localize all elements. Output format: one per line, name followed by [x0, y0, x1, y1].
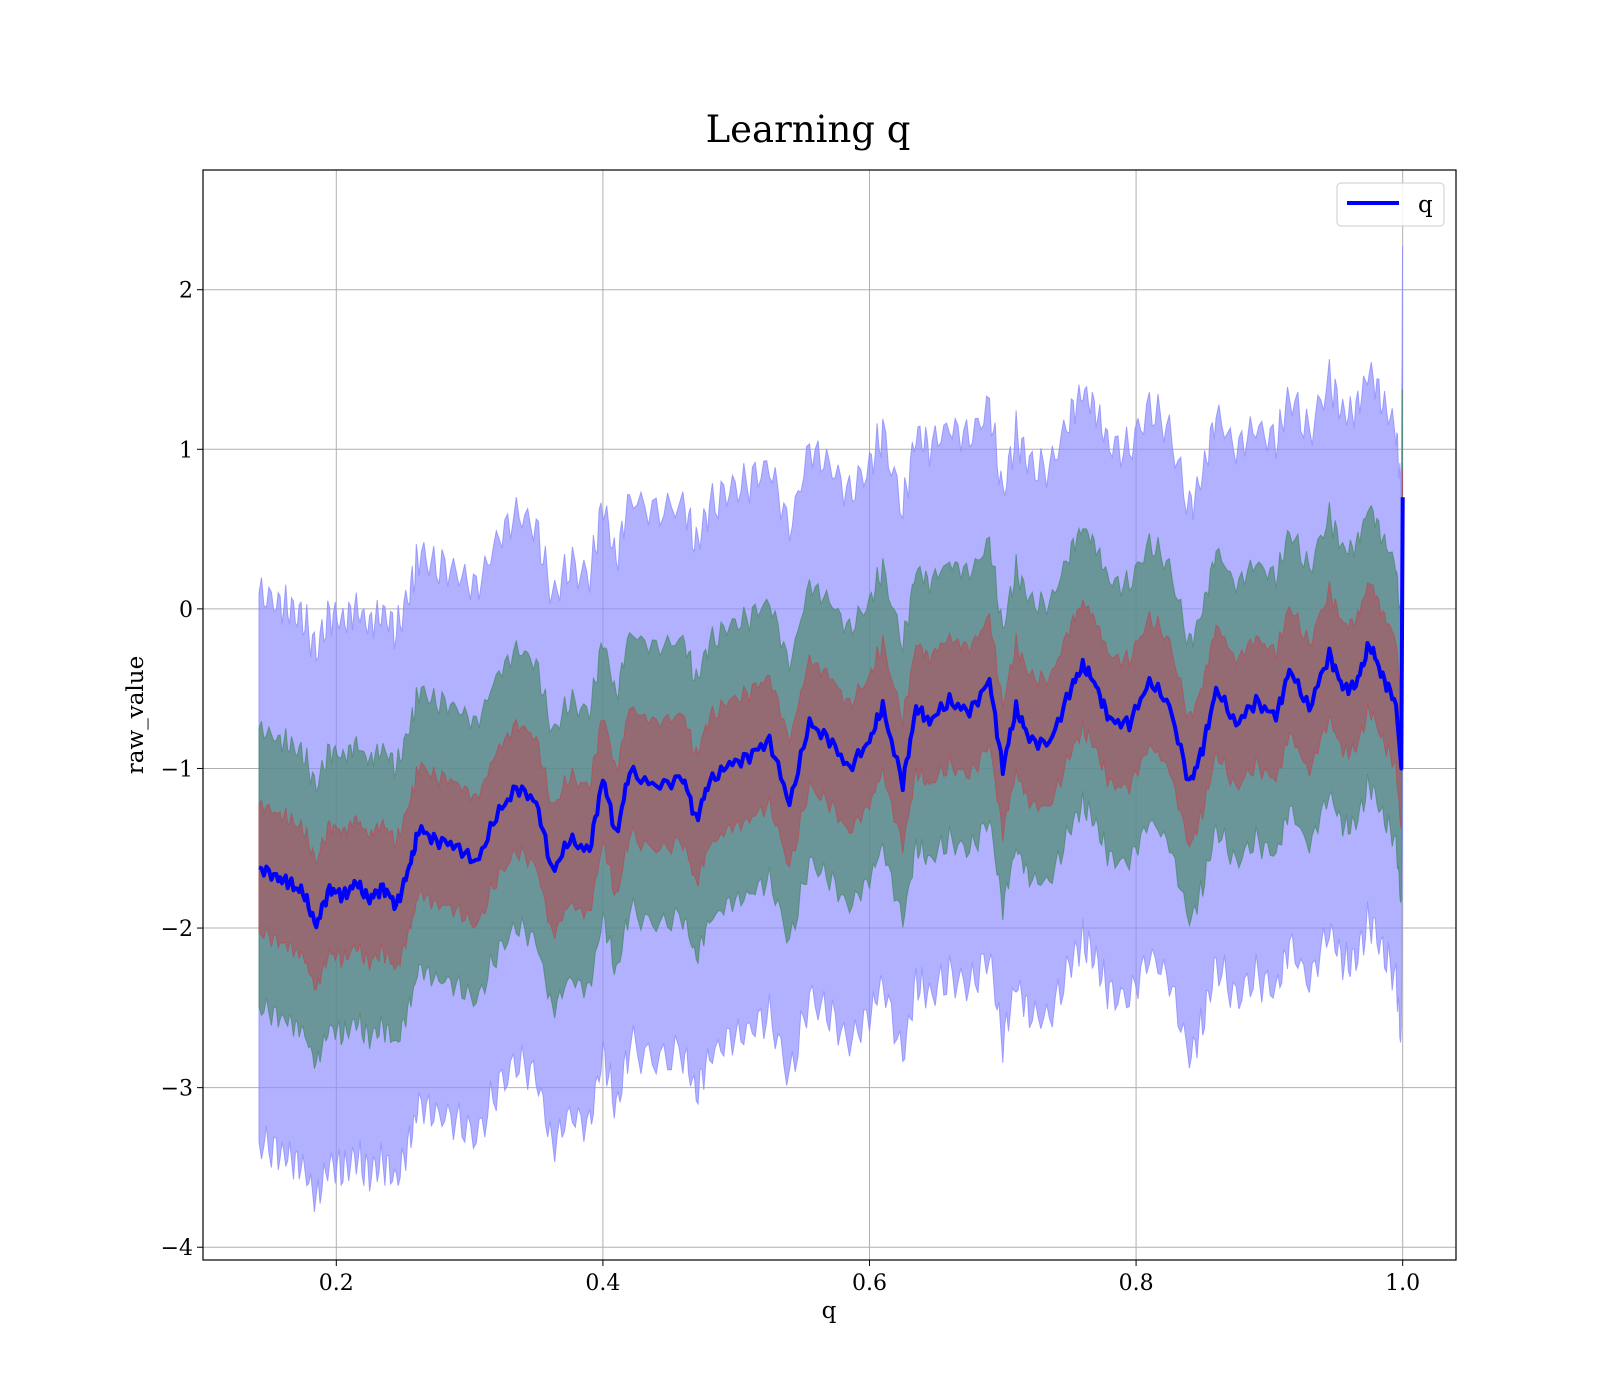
y-tick-label: −2	[161, 917, 193, 942]
series-line-q	[258, 497, 1405, 930]
chart-title: Learning q	[706, 108, 911, 151]
y-tick-label: 0	[179, 598, 193, 623]
x-tick-label: 0.8	[1119, 1271, 1154, 1296]
x-tick-label: 0.6	[852, 1271, 887, 1296]
y-tick-label: −3	[161, 1077, 193, 1102]
x-tick-label: 0.2	[319, 1271, 354, 1296]
plot-frame	[202, 169, 1457, 1261]
x-tick-label: 1.0	[1385, 1271, 1420, 1296]
x-axis-label: q	[822, 1298, 837, 1324]
legend: q	[1336, 182, 1445, 227]
ticks: 0.2 0.4 0.6 0.8 1.0 −4 −3 −2 −1 0 1 2	[161, 279, 1421, 1296]
x-tick-label: 0.4	[585, 1271, 620, 1296]
confidence-bands	[258, 245, 1403, 1213]
legend-label: q	[1418, 192, 1433, 218]
series-lines	[258, 497, 1405, 930]
y-tick-label: 1	[179, 438, 193, 463]
y-tick-label: −1	[161, 757, 193, 782]
y-tick-label: −4	[161, 1236, 193, 1261]
y-axis-label: raw_value	[123, 656, 149, 774]
y-tick-label: 2	[179, 279, 193, 304]
